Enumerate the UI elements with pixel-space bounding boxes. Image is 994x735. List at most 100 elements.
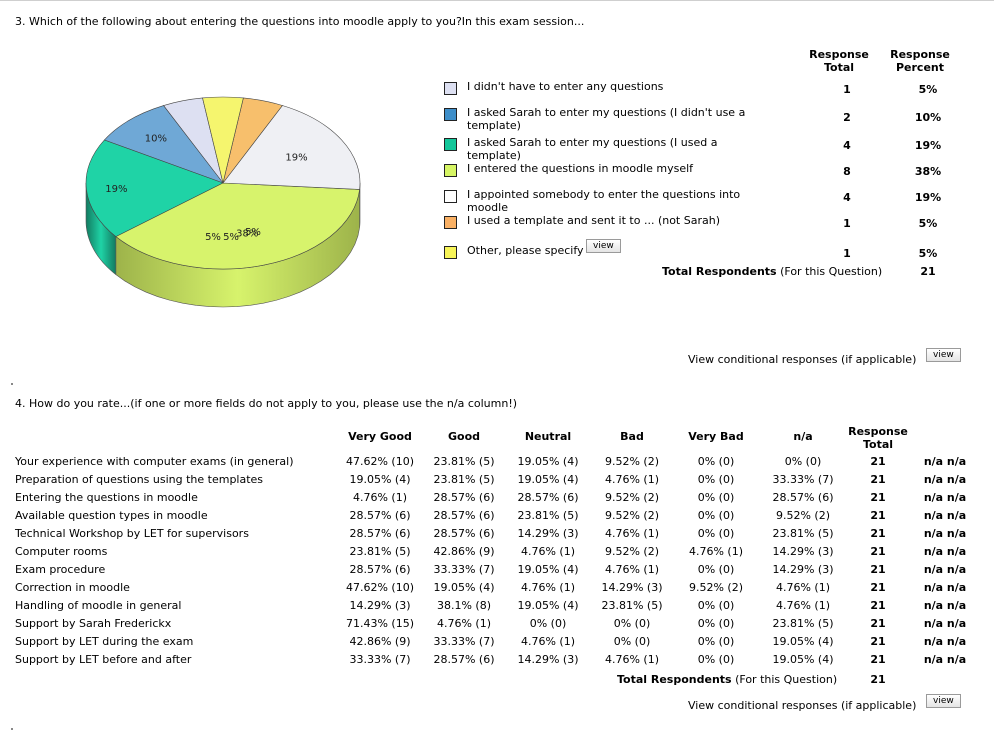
pie-slice-label: 38% [236, 228, 258, 239]
table-cell: 28.57% (6) [433, 491, 495, 504]
table-cell: 0% (0) [697, 653, 735, 666]
table-cell: 0% (0) [529, 617, 567, 630]
row-label: Support by LET during the exam [15, 635, 194, 648]
q3-total-respondents: Total Respondents (For this Question) [662, 265, 882, 278]
legend-response-percent: 5% [918, 83, 938, 96]
table-cell: 19.05% (4) [772, 635, 834, 648]
table-cell: 19.05% (4) [433, 581, 495, 594]
q4-view-button[interactable]: view [926, 694, 961, 708]
legend-response-total: 1 [843, 217, 851, 230]
row-na: n/a n/a [923, 527, 967, 540]
row-na: n/a n/a [923, 455, 967, 468]
table-cell: 4.76% (1) [775, 599, 831, 612]
row-label: Entering the questions in moodle [15, 491, 198, 504]
top-divider [0, 0, 994, 1]
table-cell: 28.57% (6) [433, 653, 495, 666]
table-row: Support by LET during the exam 42.86% (9)… [0, 635, 994, 653]
row-label: Preparation of questions using the templ… [15, 473, 264, 486]
table-cell: 19.05% (4) [772, 653, 834, 666]
table-row: Entering the questions in moodle 4.76% (1… [0, 491, 994, 509]
table-cell: 23.81% (5) [772, 617, 834, 630]
table-cell: 28.57% (6) [349, 563, 411, 576]
table-cell: 4.76% (1) [436, 617, 492, 630]
table-cell: 9.52% (2) [775, 509, 831, 522]
legend-response-percent: 19% [914, 191, 942, 204]
pie-slice [202, 96, 244, 184]
pie-slice [103, 105, 224, 184]
table-cell: 28.57% (6) [772, 491, 834, 504]
pie-slice [85, 139, 224, 238]
table-cell: 14.29% (3) [772, 545, 834, 558]
q4-conditional-link[interactable]: View conditional responses (if applicabl… [688, 699, 917, 712]
question-3-title: 3. Which of the following about entering… [15, 15, 585, 28]
q3-conditional-link[interactable]: View conditional responses (if applicabl… [688, 353, 917, 366]
legend-label: Other, please specify [467, 244, 584, 257]
table-cell: 14.29% (3) [349, 599, 411, 612]
row-response-total: 21 [870, 653, 886, 666]
table-cell: 4.76% (1) [775, 581, 831, 594]
pie-slice [222, 105, 361, 190]
table-row: Preparation of questions using the templ… [0, 473, 994, 491]
table-cell: 0% (0) [697, 617, 735, 630]
row-response-total: 21 [870, 563, 886, 576]
table-cell: 14.29% (3) [517, 653, 579, 666]
table-cell: 71.43% (15) [345, 617, 415, 630]
table-row: Computer rooms 23.81% (5) 42.86% (9) 4.76% … [0, 545, 994, 563]
response-percent-header-line1: Response [890, 48, 950, 61]
q4-column-header: n/a [793, 430, 813, 443]
table-cell: 0% (0) [613, 635, 651, 648]
legend-response-total: 4 [843, 191, 851, 204]
table-cell: 0% (0) [697, 509, 735, 522]
row-label: Available question types in moodle [15, 509, 208, 522]
row-label: Support by LET before and after [15, 653, 192, 666]
table-cell: 4.76% (1) [604, 473, 660, 486]
legend-swatch [444, 246, 457, 259]
row-na: n/a n/a [923, 599, 967, 612]
table-cell: 4.76% (1) [520, 545, 576, 558]
legend-response-percent: 5% [918, 247, 938, 260]
row-label: Correction in moodle [15, 581, 130, 594]
row-response-total: 21 [870, 545, 886, 558]
table-row: Your experience with computer exams (in … [0, 455, 994, 473]
legend-swatch [444, 190, 457, 203]
table-cell: 47.62% (10) [345, 581, 415, 594]
legend-label: I used a template and sent it to ... (no… [467, 214, 720, 227]
legend-label: I appointed somebody to enter the questi… [467, 188, 741, 214]
row-response-total: 21 [870, 617, 886, 630]
table-cell: 33.33% (7) [433, 635, 495, 648]
table-cell: 19.05% (4) [517, 473, 579, 486]
row-response-total: 21 [870, 491, 886, 504]
row-response-total: 21 [870, 527, 886, 540]
row-label: Your experience with computer exams (in … [15, 455, 294, 468]
table-cell: 0% (0) [697, 527, 735, 540]
table-cell: 33.33% (7) [433, 563, 495, 576]
table-cell: 0% (0) [697, 491, 735, 504]
table-cell: 28.57% (6) [433, 527, 495, 540]
legend-response-percent: 38% [914, 165, 942, 178]
q3-view-button[interactable]: view [926, 348, 961, 362]
row-response-total: 21 [870, 473, 886, 486]
legend-label: I didn't have to enter any questions [467, 80, 664, 93]
table-row: Handling of moodle in general 14.29% (3) 3… [0, 599, 994, 617]
separator-dot [11, 383, 13, 385]
legend-swatch [444, 164, 457, 177]
table-cell: 4.76% (1) [688, 545, 744, 558]
table-cell: 33.33% (7) [349, 653, 411, 666]
table-cell: 23.81% (5) [349, 545, 411, 558]
table-cell: 19.05% (4) [517, 455, 579, 468]
pie-slice-label: 19% [105, 184, 127, 195]
table-cell: 23.81% (5) [517, 509, 579, 522]
table-cell: 4.76% (1) [352, 491, 408, 504]
table-cell: 47.62% (10) [345, 455, 415, 468]
row-label: Technical Workshop by LET for supervisor… [15, 527, 249, 540]
legend-response-total: 1 [843, 247, 851, 260]
table-cell: 9.52% (2) [604, 491, 660, 504]
q4-column-header: Good [447, 430, 481, 443]
q4-total-respondents-label: Total Respondents [617, 673, 732, 686]
table-cell: 19.05% (4) [517, 599, 579, 612]
view-button-other[interactable]: view [586, 239, 621, 253]
table-cell: 23.81% (5) [433, 455, 495, 468]
table-cell: 42.86% (9) [433, 545, 495, 558]
q4-response-total-header-line2: Total [862, 438, 894, 451]
q4-total-respondents-suffix: (For this Question) [735, 673, 838, 686]
